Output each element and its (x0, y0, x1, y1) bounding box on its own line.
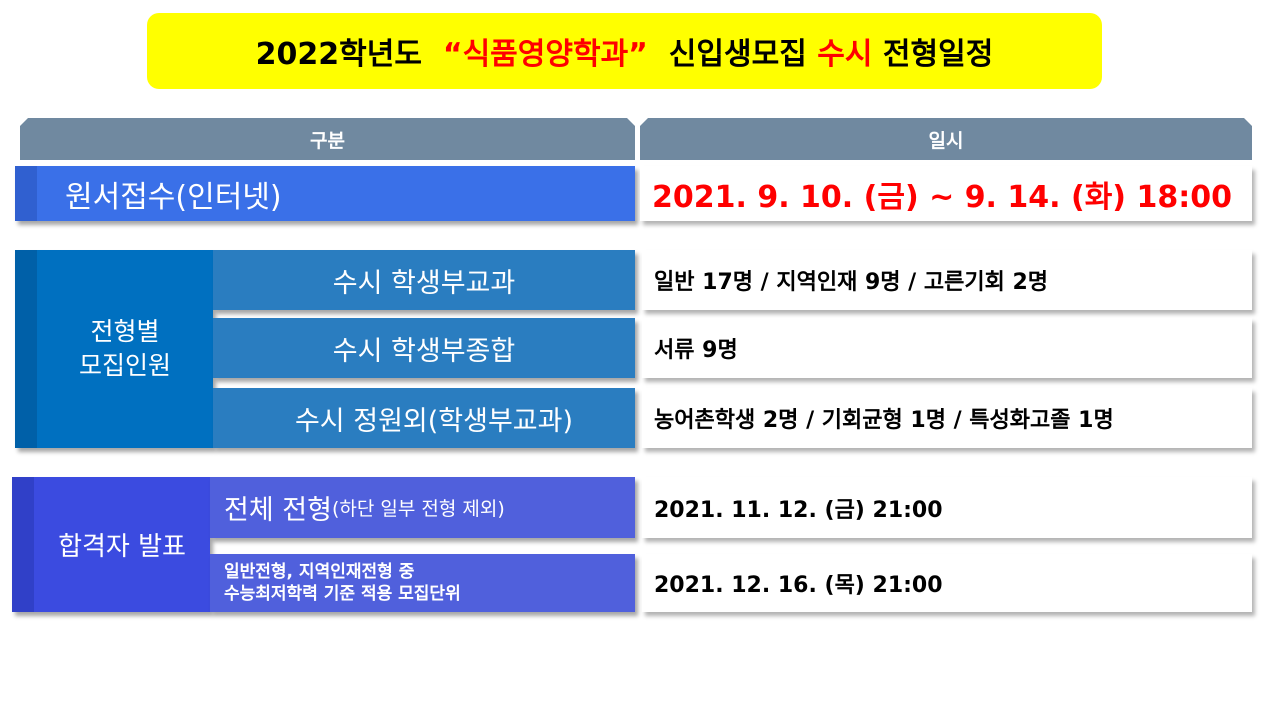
announcement-row-line2: 수능최저학력 기준 적용 모집단위 (224, 584, 461, 604)
quota-row-label: 수시 학생부교과 (213, 250, 635, 310)
title-susi: 수시 (817, 37, 873, 72)
application-date: 2021. 9. 10. (금) ~ 9. 14. (화) 18:00 (640, 166, 1252, 221)
quota-label-line2: 모집인원 (78, 351, 171, 380)
quota-row-value: 서류 9명 (642, 318, 1252, 378)
announcement-row-label: 일반전형, 지역인재전형 중 수능최저학력 기준 적용 모집단위 (210, 554, 635, 612)
accent-strip (15, 250, 37, 448)
announcement-row-value: 2021. 11. 12. (금) 21:00 (642, 477, 1252, 538)
accent-strip (12, 477, 34, 612)
quota-row-value: 일반 17명 / 지역인재 9명 / 고른기회 2명 (642, 250, 1252, 310)
title-schedule: 전형일정 (872, 37, 994, 72)
title-recruit: 신입생모집 (647, 37, 818, 72)
title-department: “식품영양학과” (442, 37, 648, 72)
quota-row-label: 수시 정원외(학생부교과) (213, 388, 635, 448)
header-date: 일시 (640, 118, 1252, 160)
quota-row-value: 농어촌학생 2명 / 기회균형 1명 / 특성화고졸 1명 (642, 388, 1252, 448)
announcement-row-value: 2021. 12. 16. (목) 21:00 (642, 554, 1252, 612)
announcement-row-sub: (하단 일부 전형 제외) (331, 498, 505, 520)
quota-label-line1: 전형별 (90, 317, 160, 347)
announcement-row-label: 전체 전형 (하단 일부 전형 제외) (210, 477, 635, 538)
accent-strip (15, 166, 37, 221)
application-label-text: 원서접수(인터넷) (65, 179, 282, 215)
quota-row-label: 수시 학생부종합 (213, 318, 635, 378)
announcement-label: 합격자 발표 (12, 477, 210, 612)
announcement-row-main: 전체 전형 (224, 495, 332, 526)
announcement-row-line1: 일반전형, 지역인재전형 중 (224, 561, 415, 582)
announcement-label-text: 합격자 발표 (58, 532, 186, 562)
title-year: 2022학년도 (255, 37, 443, 72)
application-label: 원서접수(인터넷) (15, 166, 635, 221)
header-category: 구분 (20, 118, 635, 160)
quota-label: 전형별 모집인원 (15, 250, 213, 448)
slide-title: 2022학년도 “식품영양학과” 신입생모집 수시 전형일정 (147, 13, 1102, 89)
